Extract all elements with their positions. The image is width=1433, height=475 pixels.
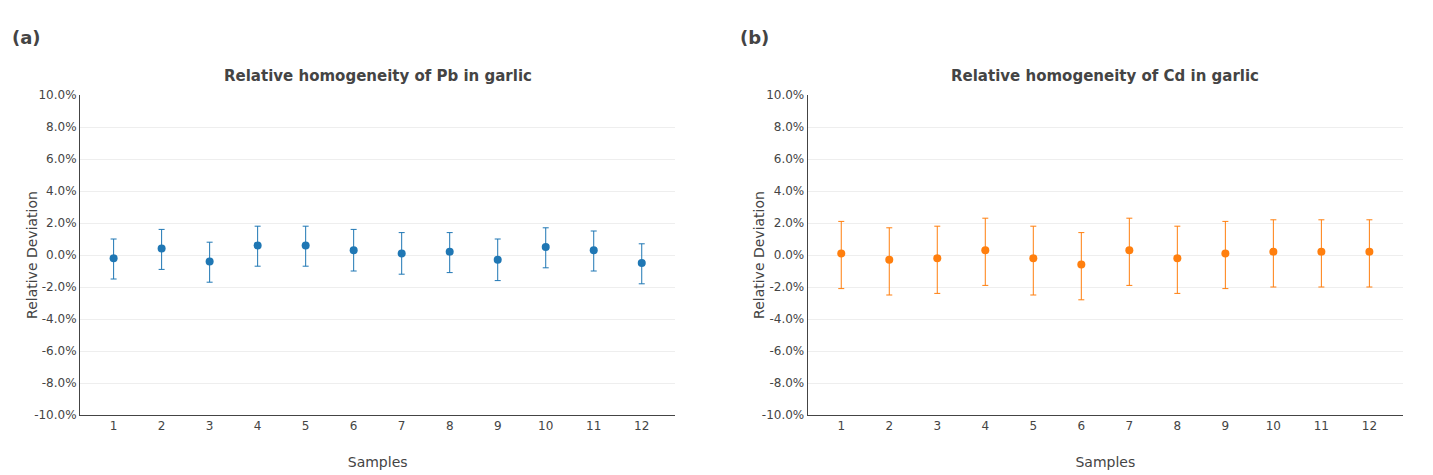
svg-text:2.0%: 2.0% xyxy=(774,216,805,230)
svg-text:5: 5 xyxy=(302,419,310,433)
svg-text:4: 4 xyxy=(254,419,262,433)
svg-text:-6.0%: -6.0% xyxy=(42,344,77,358)
svg-text:8: 8 xyxy=(446,419,454,433)
svg-text:8: 8 xyxy=(1174,419,1182,433)
svg-text:-8.0%: -8.0% xyxy=(769,376,804,390)
svg-text:Relative homogeneity of Pb in: Relative homogeneity of Pb in garlic xyxy=(224,67,532,85)
svg-text:2: 2 xyxy=(158,419,166,433)
svg-text:0.0%: 0.0% xyxy=(46,248,77,262)
svg-text:5: 5 xyxy=(1029,419,1037,433)
svg-text:9: 9 xyxy=(494,419,502,433)
svg-text:4: 4 xyxy=(981,419,989,433)
svg-text:9: 9 xyxy=(1222,419,1230,433)
svg-text:3: 3 xyxy=(933,419,941,433)
svg-text:-10.0%: -10.0% xyxy=(762,408,804,422)
svg-text:(a): (a) xyxy=(12,27,41,48)
svg-text:Samples: Samples xyxy=(1075,454,1135,470)
svg-text:4.0%: 4.0% xyxy=(774,184,805,198)
svg-text:10: 10 xyxy=(538,419,553,433)
svg-text:10.0%: 10.0% xyxy=(766,88,804,102)
svg-text:-4.0%: -4.0% xyxy=(769,312,804,326)
svg-text:Relative Deviation: Relative Deviation xyxy=(751,191,767,319)
svg-text:1: 1 xyxy=(837,419,845,433)
svg-text:7: 7 xyxy=(398,419,406,433)
svg-text:3: 3 xyxy=(206,419,214,433)
svg-text:Samples: Samples xyxy=(348,454,408,470)
svg-text:2: 2 xyxy=(885,419,893,433)
svg-text:6: 6 xyxy=(350,419,358,433)
svg-text:8.0%: 8.0% xyxy=(774,120,805,134)
svg-text:2.0%: 2.0% xyxy=(46,216,77,230)
svg-text:7: 7 xyxy=(1126,419,1134,433)
svg-text:(b): (b) xyxy=(740,27,769,48)
svg-text:1: 1 xyxy=(110,419,118,433)
svg-text:Relative homogeneity of Cd in: Relative homogeneity of Cd in garlic xyxy=(951,67,1259,85)
svg-text:10: 10 xyxy=(1266,419,1281,433)
svg-text:12: 12 xyxy=(1362,419,1377,433)
svg-text:-2.0%: -2.0% xyxy=(769,280,804,294)
svg-text:11: 11 xyxy=(586,419,601,433)
svg-text:8.0%: 8.0% xyxy=(46,120,77,134)
svg-text:4.0%: 4.0% xyxy=(46,184,77,198)
svg-text:6: 6 xyxy=(1077,419,1085,433)
svg-text:10.0%: 10.0% xyxy=(38,88,76,102)
svg-text:-8.0%: -8.0% xyxy=(42,376,77,390)
svg-text:11: 11 xyxy=(1314,419,1329,433)
svg-text:-6.0%: -6.0% xyxy=(769,344,804,358)
svg-text:-10.0%: -10.0% xyxy=(34,408,76,422)
svg-text:-4.0%: -4.0% xyxy=(42,312,77,326)
svg-text:12: 12 xyxy=(634,419,649,433)
svg-text:Relative Deviation: Relative Deviation xyxy=(24,191,40,319)
svg-text:6.0%: 6.0% xyxy=(774,152,805,166)
svg-text:0.0%: 0.0% xyxy=(774,248,805,262)
svg-text:6.0%: 6.0% xyxy=(46,152,77,166)
svg-text:-2.0%: -2.0% xyxy=(42,280,77,294)
